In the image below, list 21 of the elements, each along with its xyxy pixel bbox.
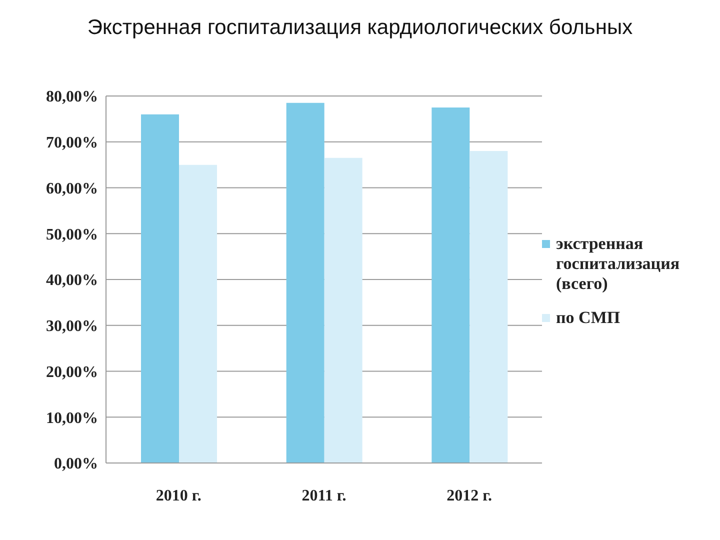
x-tick-label: 2012 г.: [446, 487, 492, 504]
chart-title: Экстренная госпитализация кардиологических больных: [86, 15, 634, 41]
y-tick-label: 80,00%: [46, 88, 98, 106]
x-tick-label: 2011 г.: [302, 487, 346, 504]
bar: [324, 158, 362, 463]
legend-label: экстренная госпитализация (всего): [556, 234, 681, 294]
x-tick-label: 2010 г.: [156, 487, 202, 504]
y-tick-label: 30,00%: [46, 318, 98, 336]
bar: [286, 102, 324, 463]
y-tick-label: 50,00%: [46, 226, 98, 244]
y-tick-label: 10,00%: [46, 410, 98, 427]
y-tick-label: 0,00%: [54, 456, 98, 473]
bar: [470, 151, 508, 463]
bar: [179, 164, 217, 463]
bar: [432, 107, 470, 463]
y-tick-label: 40,00%: [46, 272, 98, 290]
y-tick-label: 70,00%: [46, 134, 98, 152]
bar: [141, 114, 179, 463]
legend-label: по СМП: [556, 308, 620, 328]
y-tick-label: 20,00%: [46, 364, 98, 381]
y-tick-label: 60,00%: [46, 180, 98, 198]
